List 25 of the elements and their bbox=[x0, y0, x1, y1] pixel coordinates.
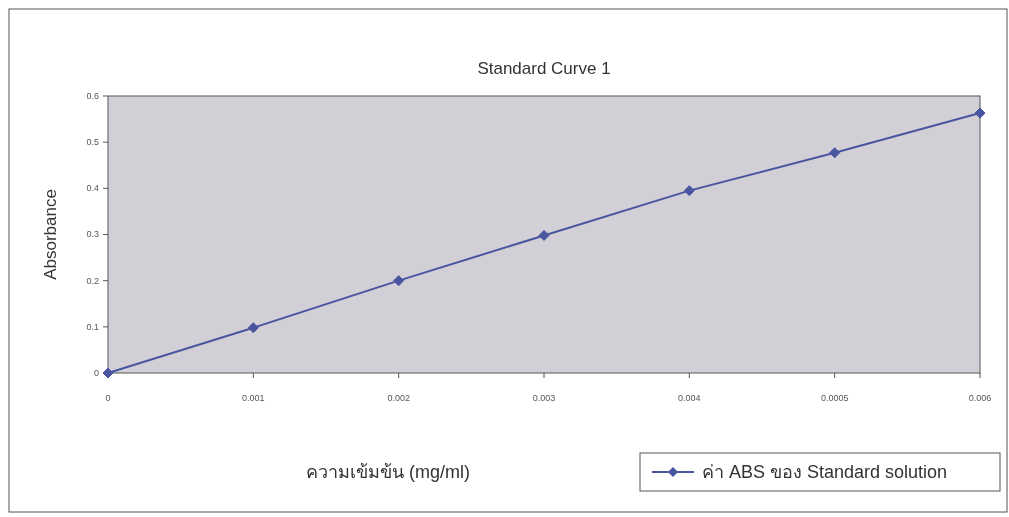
x-tick-label: 0.006 bbox=[968, 393, 992, 403]
point bbox=[974, 107, 986, 119]
x-tick-label: 0.004 bbox=[678, 393, 701, 403]
y-tick-label: 0.3 bbox=[86, 229, 99, 240]
y-axis-title: Absorbance bbox=[41, 189, 60, 280]
y-tick-label: 0.1 bbox=[86, 321, 99, 332]
y-tick-label: 0.6 bbox=[86, 90, 99, 101]
point bbox=[683, 185, 695, 197]
x-tick-label: 0.0005 bbox=[820, 393, 849, 403]
legend-label: ค่า ABS ของ Standard solution bbox=[702, 462, 948, 483]
chart-title: Standard Curve 1 bbox=[477, 59, 611, 78]
y-tick-label: 0.4 bbox=[86, 183, 99, 194]
point bbox=[393, 275, 405, 287]
x-tick-label: 0.003 bbox=[532, 393, 556, 403]
x-axis-title: ความเข้มข้น (mg/ml) bbox=[306, 462, 470, 482]
point bbox=[102, 367, 114, 379]
point bbox=[247, 322, 259, 334]
x-tick-label: 0 bbox=[105, 393, 111, 403]
point bbox=[538, 229, 550, 241]
x-tick-label: 0.001 bbox=[242, 393, 265, 403]
x-tick-label: 0.002 bbox=[387, 393, 410, 403]
y-tick-label: 0.5 bbox=[86, 137, 99, 148]
point bbox=[829, 147, 841, 159]
y-tick-label: 0 bbox=[93, 367, 99, 378]
y-tick-label: 0.2 bbox=[86, 275, 99, 286]
